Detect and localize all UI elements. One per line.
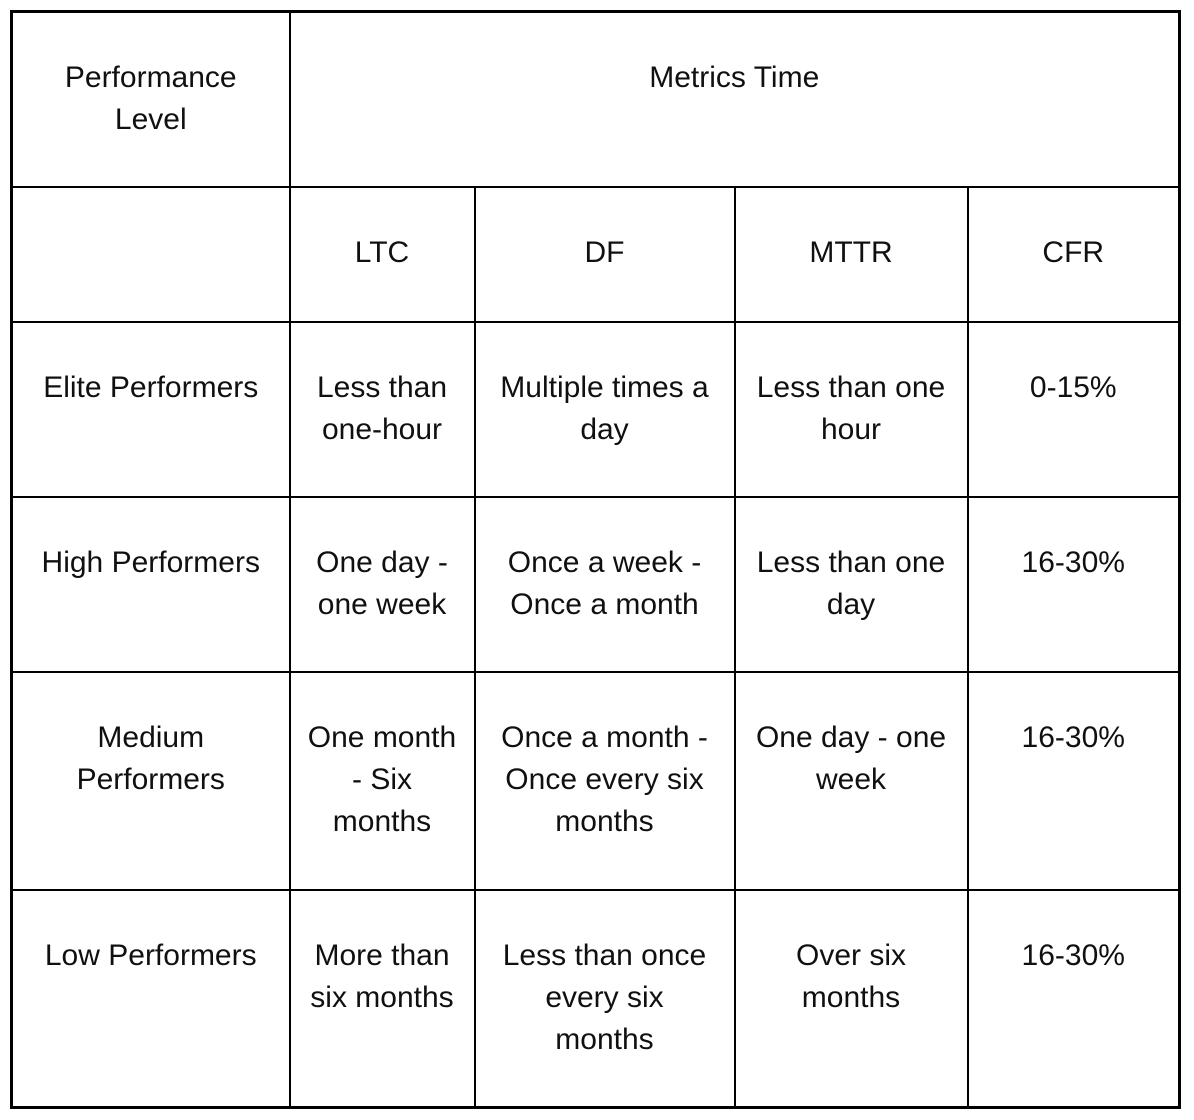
cell-high-ltc: One day - one week [288, 495, 476, 673]
cell-low-ltc: More than six months [288, 888, 476, 1109]
cell-low-level: Low Performers [10, 888, 291, 1109]
cell-low-cfr: 16-30% [966, 888, 1181, 1109]
cell-medium-cfr: 16-30% [966, 670, 1181, 891]
cell-elite-mttr: Less than one hour [733, 320, 969, 498]
performance-metrics-table: Performance Level Metrics Time LTC DF MT… [10, 10, 1182, 1109]
header-row-metrics: LTC DF MTTR CFR [10, 185, 1181, 323]
column-header-cfr: CFR [966, 185, 1181, 323]
table-row-medium-performers: Medium Performers One month - Six months… [10, 670, 1181, 891]
column-header-df: DF [473, 185, 736, 323]
corner-header-performance-level: Performance Level [10, 10, 291, 188]
cell-high-mttr: Less than one day [733, 495, 969, 673]
table-row-low-performers: Low Performers More than six months Less… [10, 888, 1181, 1109]
cell-medium-df: Once a month - Once every six months [473, 670, 736, 891]
cell-medium-level: Medium Performers [10, 670, 291, 891]
cell-elite-df: Multiple times a day [473, 320, 736, 498]
table-row-elite-performers: Elite Performers Less than one-hour Mult… [10, 320, 1181, 498]
column-header-mttr: MTTR [733, 185, 969, 323]
cell-elite-ltc: Less than one-hour [288, 320, 476, 498]
column-header-ltc: LTC [288, 185, 476, 323]
cell-medium-ltc: One month - Six months [288, 670, 476, 891]
cell-elite-cfr: 0-15% [966, 320, 1181, 498]
cell-elite-level: Elite Performers [10, 320, 291, 498]
header-row-top: Performance Level Metrics Time [10, 10, 1181, 188]
cell-high-level: High Performers [10, 495, 291, 673]
cell-medium-mttr: One day - one week [733, 670, 969, 891]
cell-high-df: Once a week - Once a month [473, 495, 736, 673]
cell-high-cfr: 16-30% [966, 495, 1181, 673]
span-header-metrics-time: Metrics Time [288, 10, 1181, 188]
cell-low-df: Less than once every six months [473, 888, 736, 1109]
table-row-high-performers: High Performers One day - one week Once … [10, 495, 1181, 673]
empty-header-cell [10, 185, 291, 323]
cell-low-mttr: Over six months [733, 888, 969, 1109]
